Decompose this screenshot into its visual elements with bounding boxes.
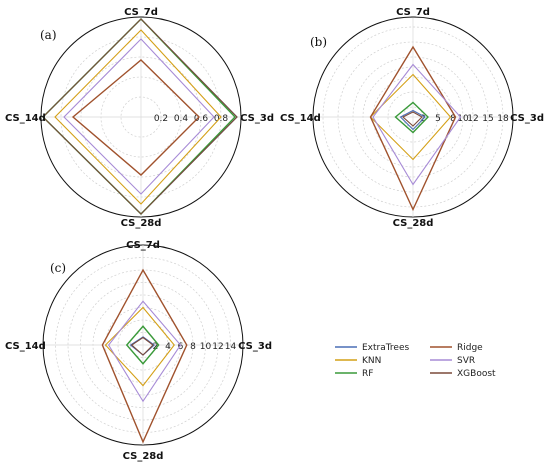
radar-tick-label: 12 [467, 114, 478, 124]
radar-tick-label: 0.4 [174, 114, 189, 124]
radar-tick-label: 15 [482, 114, 493, 124]
legend-label: ExtraTrees [362, 343, 410, 353]
radar-tick-label: 4 [165, 342, 171, 352]
radar-tick-label: 2 [153, 342, 159, 352]
radar-axis-label: CS_14d [5, 113, 46, 124]
radar-series-ridge [71, 59, 200, 176]
radar-series-extratrees [399, 109, 426, 131]
radar-axis-label: CS_7d [126, 240, 160, 251]
radar-axis-label: CS_3d [510, 113, 544, 124]
radar-tick-label: 8 [190, 342, 196, 352]
radar-axis-label: CS_7d [396, 7, 430, 18]
panel-label: (a) [40, 28, 57, 42]
radar-series-rf [394, 101, 429, 134]
legend-label: XGBoost [457, 369, 496, 379]
radar-tick-label: 6 [178, 342, 184, 352]
radar-axis-label: CS_3d [238, 341, 272, 352]
radar-tick-label: 14 [225, 342, 237, 352]
legend-label: RF [362, 369, 373, 379]
panel-label: (b) [310, 35, 327, 49]
radar-series-svr [63, 38, 215, 195]
radar-axis-label: CS_28d [393, 218, 434, 229]
radar-axis-label: CS_3d [240, 113, 274, 124]
radar-tick-label: 8 [450, 114, 456, 124]
radar-series-svr [372, 63, 462, 186]
legend-label: Ridge [457, 343, 483, 353]
radar-series-xgboost [402, 111, 423, 127]
radar-series-knn [369, 73, 452, 161]
radar-axis-label: CS_14d [5, 341, 46, 352]
radar-axis-label: CS_28d [121, 218, 162, 229]
radar-axis-label: CS_28d [123, 451, 164, 462]
radar-axis-label: CS_7d [124, 7, 158, 18]
radar-tick-label: 12 [212, 342, 223, 352]
radar-axis-label: CS_14d [280, 113, 321, 124]
radar-series-extratrees [129, 336, 156, 356]
radar-series-ridge [369, 45, 457, 212]
radar-series-rf [125, 325, 160, 365]
radar-series-svr [107, 300, 182, 403]
radar-tick-label: 5 [435, 114, 441, 124]
radar-tick-label: 0.8 [214, 114, 229, 124]
radar-series-xgboost [42, 18, 238, 215]
legend-label: SVR [457, 356, 475, 366]
radar-tick-label: 10 [200, 342, 212, 352]
radar-tick-label: 0.2 [154, 114, 168, 124]
radar-series-ridge [101, 268, 188, 444]
panel-label: (c) [50, 261, 66, 275]
radar-panel-3: 2 4 6 8 10 12 14 CS_7d CS_3d CS_28d CS_14d (c) [5, 240, 272, 462]
legend: ExtraTrees Ridge KNN SVR RF XGBoost [335, 343, 496, 379]
legend-label: KNN [362, 356, 381, 366]
radar-panel-1: 0.2 0.4 0.6 0.8 CS_7d CS_3d CS_28d CS_14d (a) [5, 7, 274, 229]
radar-tick-label: 0.6 [194, 114, 209, 124]
radar-tick-label: 10 [457, 114, 469, 124]
radar-series-xgboost [130, 336, 154, 356]
radar-tick-label: 18 [497, 114, 509, 124]
radar-series-knn [54, 29, 222, 205]
